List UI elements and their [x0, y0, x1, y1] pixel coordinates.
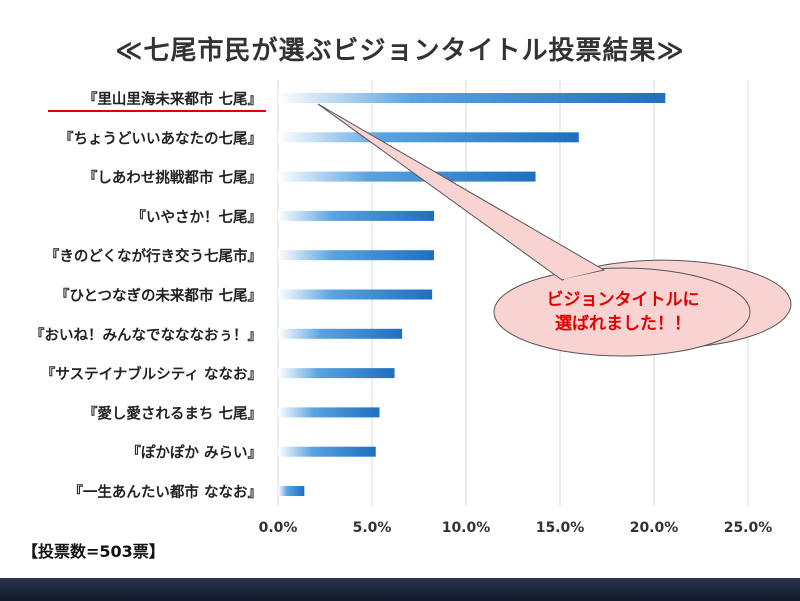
- callout-line-1: ビジョンタイトルに: [546, 290, 700, 310]
- callout-text: ビジョンタイトルに 選ばれました！！: [508, 288, 738, 336]
- callout-line-2: 選ばれました！！: [555, 314, 691, 334]
- x-tick-label: 20.0%: [630, 520, 679, 536]
- callout-ellipse: [493, 267, 751, 357]
- bar-0: [278, 93, 666, 103]
- bar-8: [278, 407, 380, 418]
- bar-6: [278, 328, 403, 339]
- bar-2: [278, 171, 536, 182]
- category-label: 『ぽかぽか みらい』: [126, 444, 262, 462]
- category-label: 『しあわせ挑戦都市 七尾』: [83, 169, 262, 187]
- category-label: 『愛し愛されるまち 七尾』: [83, 404, 262, 422]
- footer-band: [0, 578, 800, 601]
- bar-5: [278, 289, 433, 300]
- category-label: 『ひとつなぎの未来都市 七尾』: [55, 287, 262, 305]
- x-tick-label: 15.0%: [536, 520, 585, 536]
- callout-seam-cover: [564, 271, 606, 288]
- bar-10: [278, 486, 305, 496]
- category-label: 『いやさか！七尾』: [132, 208, 263, 226]
- x-tick-label: 25.0%: [724, 520, 773, 536]
- category-label: 『サステイナブルシティ ななお』: [41, 365, 262, 383]
- bar-3: [278, 210, 435, 221]
- vote-count-label: 【投票数=503票】: [22, 542, 165, 561]
- bar-1: [278, 132, 579, 143]
- category-label: 『きのどくなが行き交う七尾市』: [45, 247, 262, 265]
- x-tick-label: 5.0%: [353, 520, 392, 536]
- category-label: 『ちょうどいいあなたの七尾』: [59, 129, 262, 147]
- category-label: 『一生あんたい都市 ななお』: [68, 483, 262, 501]
- bar-9: [278, 446, 376, 457]
- bar-7: [278, 368, 395, 379]
- category-label: 『おいね！みんなでなななおぅ！』: [30, 326, 262, 344]
- x-tick-label: 0.0%: [259, 520, 298, 536]
- bar-4: [278, 250, 435, 261]
- chart-title: ≪七尾市民が選ぶビジョンタイトル投票結果≫: [115, 36, 685, 66]
- category-label: 『里山里海未来都市 七尾』: [83, 90, 262, 108]
- x-tick-label: 10.0%: [442, 520, 491, 536]
